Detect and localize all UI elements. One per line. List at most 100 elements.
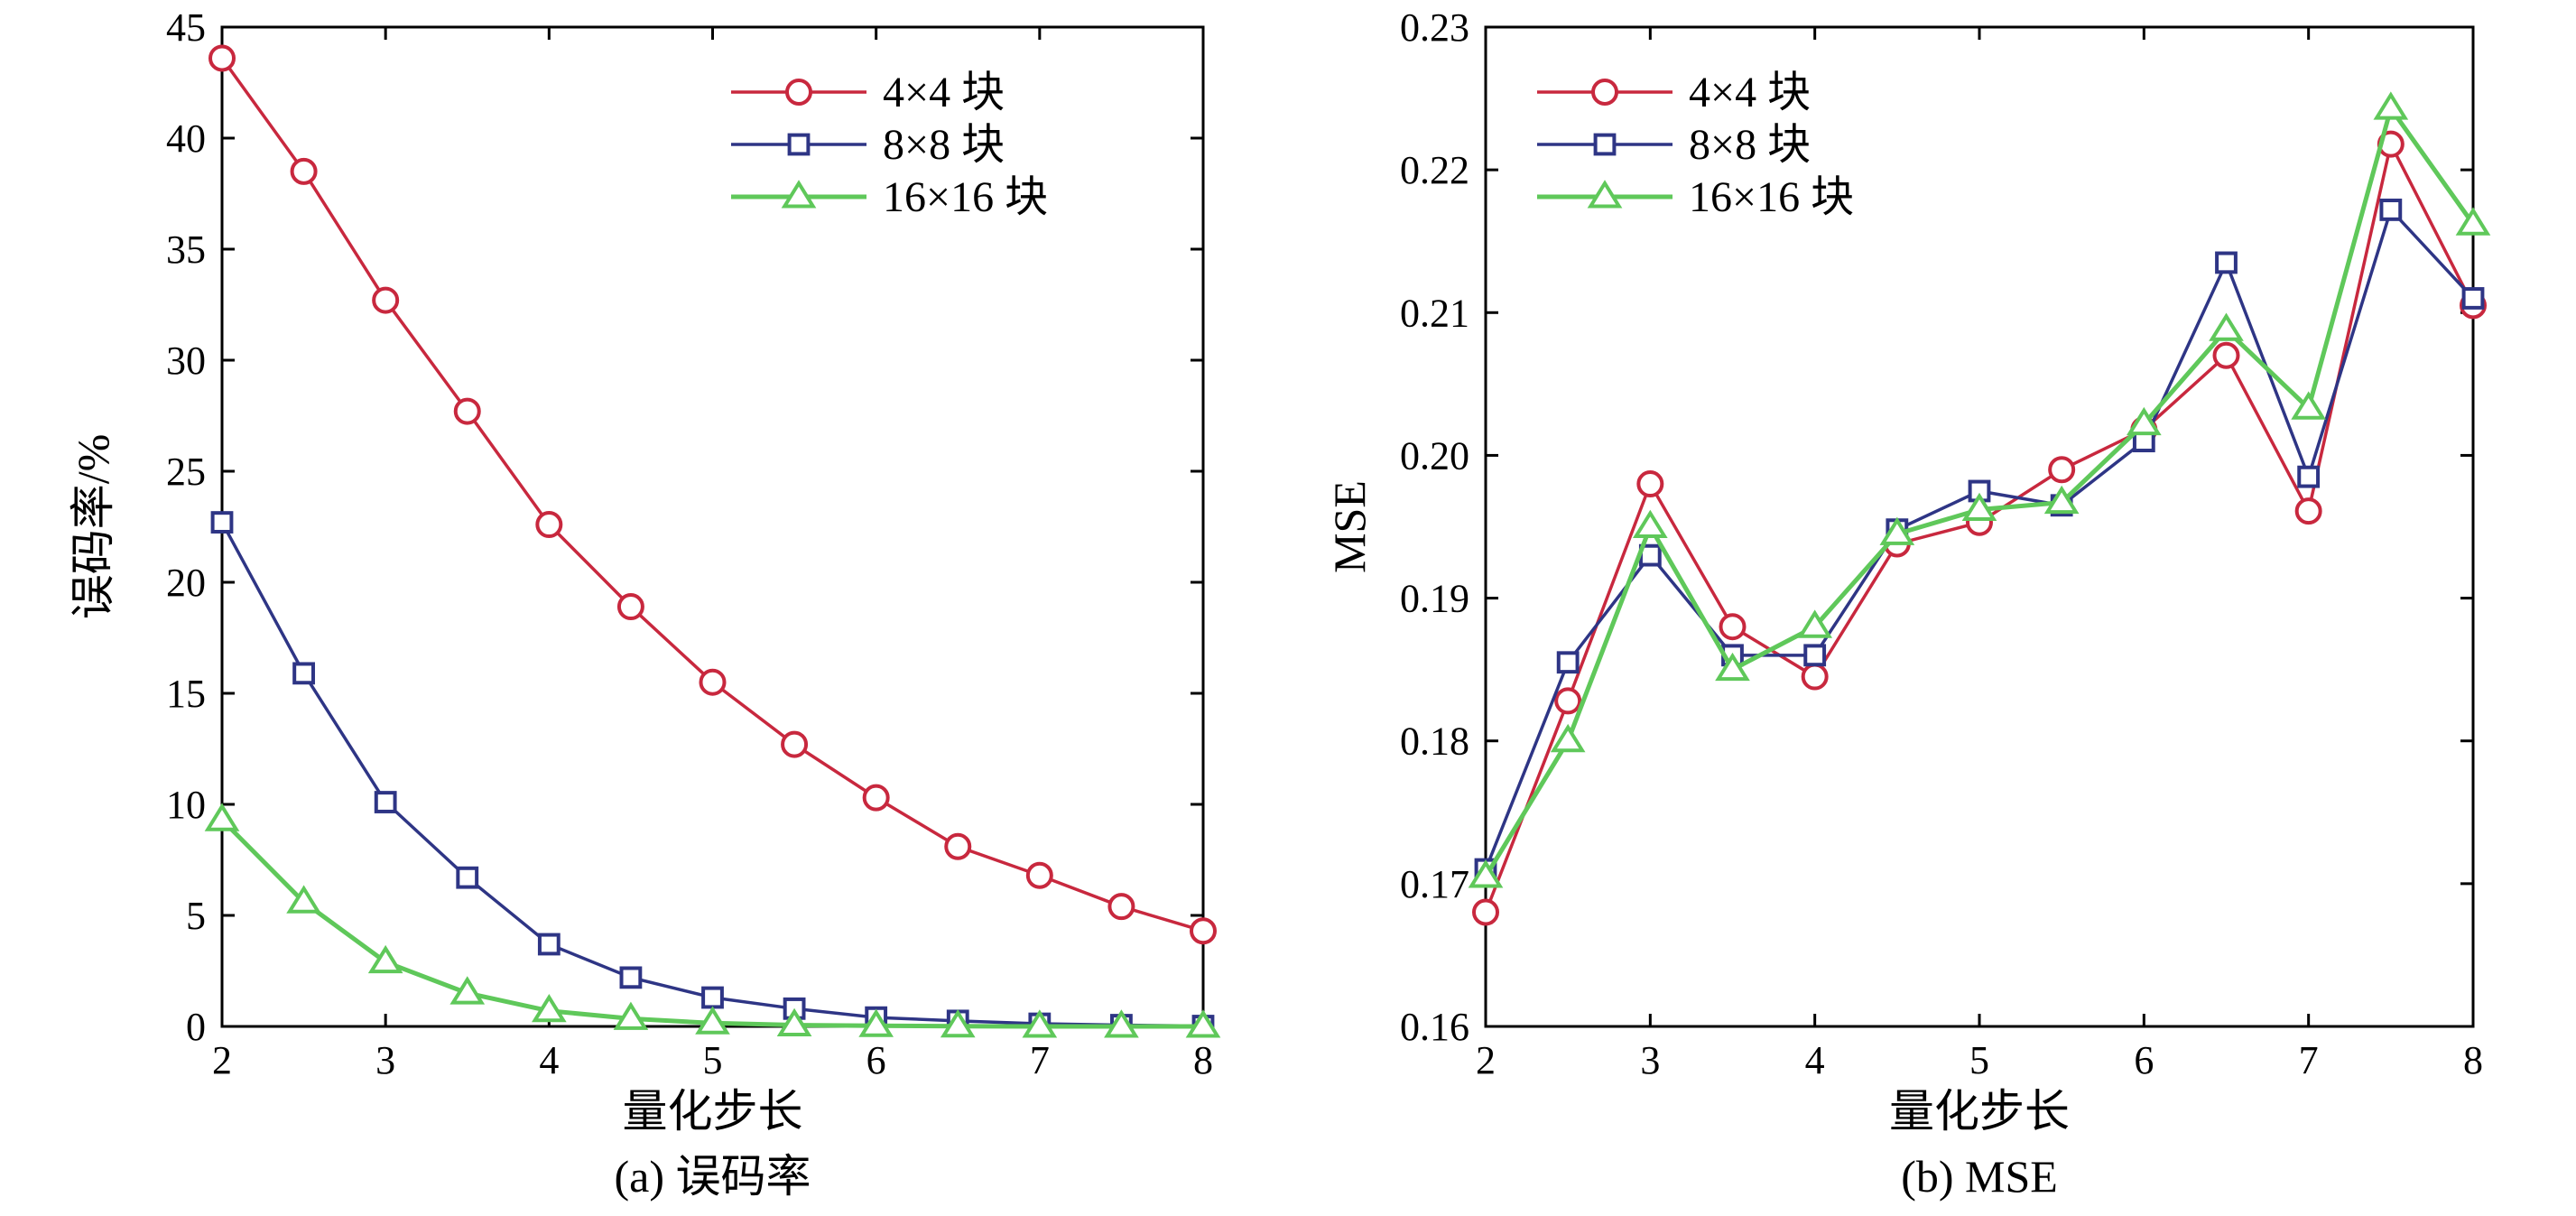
- legend-marker-circle: [785, 79, 812, 106]
- data-point-triangle: [1022, 1009, 1058, 1038]
- data-point-square: [619, 966, 643, 989]
- data-point-circle: [862, 784, 890, 812]
- y-axis-title: 误码率/%: [68, 434, 118, 620]
- y-tick-label: 15: [166, 672, 206, 716]
- x-tick-label: 8: [1193, 1038, 1213, 1082]
- data-point-square: [456, 866, 479, 889]
- data-point-circle: [699, 668, 727, 696]
- y-tick-label: 5: [186, 894, 206, 938]
- chart-panel-b: 2 3 4 5 6 7 8 0.16 0.17 0.18 0.19 0.20 0.21 0.22 0.23 量…: [1324, 5, 2491, 1202]
- data-point-circle: [372, 286, 400, 314]
- legend-marker-triangle: [1587, 180, 1623, 209]
- legend-marker-triangle: [781, 180, 817, 209]
- legend: 4×4 块 8×8 块16×16 块: [1537, 69, 1854, 221]
- y-tick-label: 45: [166, 5, 206, 50]
- data-point-circle: [2212, 341, 2240, 369]
- data-point-triangle: [1468, 859, 1504, 888]
- data-point-square: [374, 791, 397, 813]
- x-tick-label: 2: [1476, 1038, 1496, 1082]
- series-circle: [208, 44, 1217, 945]
- data-point-square: [2297, 465, 2321, 488]
- y-tick-label: 0.20: [1400, 433, 1469, 478]
- data-point-triangle: [1550, 723, 1586, 753]
- y-tick-label: 0.22: [1400, 148, 1469, 192]
- y-tick-label: 25: [166, 450, 206, 494]
- data-point-triangle: [695, 1006, 730, 1035]
- legend: 4×4 块 8×8 块16×16 块: [731, 69, 1048, 221]
- x-axis-title: 量化步长: [1889, 1086, 2070, 1137]
- data-point-circle: [1801, 663, 1829, 691]
- legend-marker-circle: [1591, 79, 1618, 106]
- series-line: [1484, 207, 2475, 870]
- data-point-triangle: [2373, 91, 2409, 120]
- legend-label: 16×16 块: [1689, 173, 1854, 221]
- x-tick-label: 4: [539, 1038, 559, 1082]
- data-point-triangle: [2209, 312, 2244, 341]
- x-tick-label: 6: [2134, 1038, 2154, 1082]
- x-tick-label: 6: [866, 1038, 886, 1082]
- data-point-square: [1556, 651, 1580, 674]
- series-square: [210, 511, 1215, 1037]
- data-point-triangle: [286, 885, 321, 914]
- data-point-triangle: [613, 1001, 649, 1030]
- data-point-circle: [1190, 917, 1217, 945]
- data-point-triangle: [367, 944, 403, 974]
- data-point-circle: [1472, 898, 1499, 926]
- y-tick-label: 0: [186, 1005, 206, 1049]
- y-tick-label: 10: [166, 783, 206, 827]
- data-point-square: [1803, 644, 1827, 667]
- data-point-triangle: [204, 803, 240, 831]
- data-point-circle: [616, 593, 644, 621]
- data-point-triangle: [858, 1008, 894, 1037]
- data-point-square: [2215, 251, 2238, 274]
- data-point-triangle: [2455, 207, 2491, 236]
- x-axis-title: 量化步长: [623, 1086, 803, 1137]
- x-tick-label: 3: [1640, 1038, 1660, 1082]
- data-point-square: [537, 933, 561, 956]
- x-tick-label: 5: [1969, 1038, 1989, 1082]
- data-point-triangle: [1797, 609, 1833, 638]
- y-tick-label: 30: [166, 339, 206, 383]
- x-tick-label: 3: [375, 1038, 395, 1082]
- data-point-circle: [1025, 861, 1053, 889]
- y-tick-label: 20: [166, 561, 206, 605]
- data-point-square: [292, 662, 315, 685]
- y-tick-label: 0.17: [1400, 862, 1469, 906]
- data-point-triangle: [2126, 406, 2162, 436]
- data-point-triangle: [940, 1008, 976, 1038]
- data-point-triangle: [1104, 1009, 1139, 1038]
- legend-label: 8×8 块: [883, 121, 1005, 169]
- data-point-circle: [290, 157, 318, 185]
- series-square: [1474, 199, 2485, 881]
- legend-marker-square: [1593, 133, 1617, 156]
- data-point-circle: [2048, 456, 2076, 484]
- data-point-circle: [535, 511, 563, 539]
- data-point-triangle: [1185, 1009, 1221, 1038]
- data-point-circle: [781, 730, 809, 758]
- data-point-triangle: [531, 993, 567, 1023]
- x-tick-label: 2: [212, 1038, 232, 1082]
- data-point-triangle: [2043, 485, 2080, 515]
- y-tick-label: 0.23: [1400, 5, 1469, 50]
- legend-label: 4×4 块: [1689, 69, 1811, 116]
- series-triangle: [204, 803, 1221, 1038]
- chart-caption: (b) MSE: [1901, 1151, 2058, 1202]
- data-point-square: [2461, 287, 2485, 310]
- data-point-circle: [453, 397, 481, 425]
- x-tick-label: 7: [1030, 1038, 1050, 1082]
- data-point-circle: [944, 832, 972, 860]
- data-point-triangle: [1879, 516, 1915, 545]
- legend-label: 4×4 块: [883, 69, 1005, 116]
- y-tick-label: 0.19: [1400, 577, 1469, 621]
- data-point-circle: [1719, 613, 1747, 641]
- legend-label: 16×16 块: [883, 173, 1048, 221]
- data-point-square: [210, 511, 234, 534]
- data-point-triangle: [1632, 509, 1668, 538]
- series-circle: [1472, 130, 2487, 926]
- data-point-square: [2379, 199, 2403, 221]
- data-point-circle: [1636, 470, 1664, 498]
- data-point-triangle: [2291, 391, 2327, 420]
- x-tick-label: 7: [2299, 1038, 2319, 1082]
